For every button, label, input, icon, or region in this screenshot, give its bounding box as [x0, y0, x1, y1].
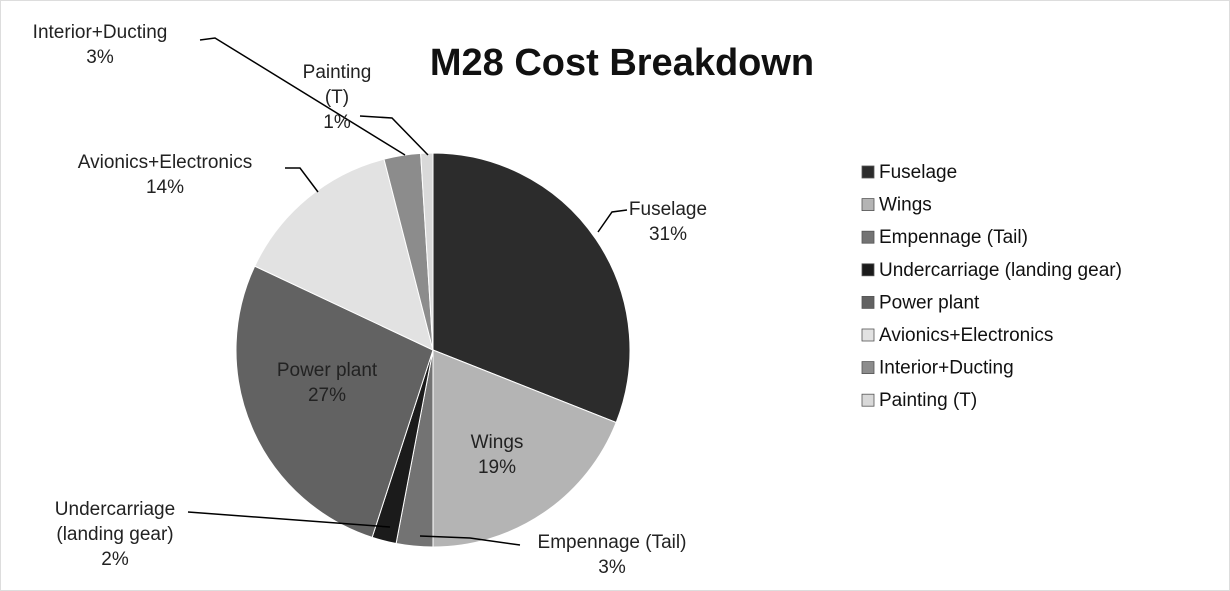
slice-value: 3%	[86, 47, 114, 68]
leader-line	[419, 535, 521, 546]
data-label: Power plant 27%	[252, 358, 402, 408]
slice-name: Painting (T)	[302, 62, 372, 108]
leader-line	[285, 167, 319, 193]
slice-value: 19%	[477, 457, 517, 478]
slice-name: Wings	[470, 432, 524, 453]
legend-label: Avionics+Electronics	[879, 325, 1053, 346]
leader-line	[597, 209, 628, 233]
data-label: Undercarriage (landing gear) 2%	[40, 497, 190, 572]
slice-name: Power plant	[276, 360, 378, 381]
data-label: Interior+Ducting 3%	[0, 20, 200, 70]
leader-line	[199, 37, 406, 156]
pie-slice	[432, 152, 631, 424]
pie-slice	[235, 265, 434, 538]
legend-label: Fuselage	[879, 162, 957, 183]
legend-label: Empennage (Tail)	[879, 227, 1028, 248]
legend-label: Undercarriage (landing gear)	[879, 260, 1122, 281]
slice-name: Undercarriage (landing gear)	[54, 499, 176, 545]
legend-swatch	[861, 230, 875, 244]
slice-name: Fuselage	[628, 199, 708, 220]
slice-value: 27%	[307, 385, 347, 406]
data-label: Painting (T) 1%	[302, 60, 372, 135]
data-label: Avionics+Electronics 14%	[45, 150, 285, 200]
slice-name: Avionics+Electronics	[77, 152, 253, 173]
slice-value: 14%	[145, 177, 185, 198]
leader-line	[359, 115, 429, 156]
data-label: Fuselage 31%	[588, 197, 748, 247]
slice-value: 1%	[323, 112, 351, 133]
pie-slice	[254, 158, 434, 351]
legend-swatch	[861, 361, 875, 375]
slice-name: Interior+Ducting	[32, 22, 168, 43]
slice-value: 31%	[648, 224, 688, 245]
legend-swatch	[861, 393, 875, 407]
slice-value: 2%	[101, 549, 129, 570]
legend-swatch	[861, 328, 875, 342]
leader-line	[187, 511, 391, 528]
legend-label: Wings	[879, 195, 932, 216]
legend-swatch	[861, 263, 875, 277]
slice-name: Empennage (Tail)	[537, 532, 687, 553]
legend-label: Painting (T)	[879, 390, 977, 411]
data-label: Wings 19%	[437, 430, 557, 480]
slice-value: 3%	[598, 557, 626, 578]
pie-slice	[432, 349, 617, 548]
data-label: Empennage (Tail) 3%	[512, 530, 712, 580]
legend-swatch	[861, 165, 875, 179]
legend-swatch	[861, 198, 875, 212]
legend-swatch	[861, 295, 875, 309]
legend-label: Power plant	[879, 292, 980, 313]
chart-title: M28 Cost Breakdown	[430, 42, 814, 84]
legend-label: Interior+Ducting	[879, 358, 1014, 379]
